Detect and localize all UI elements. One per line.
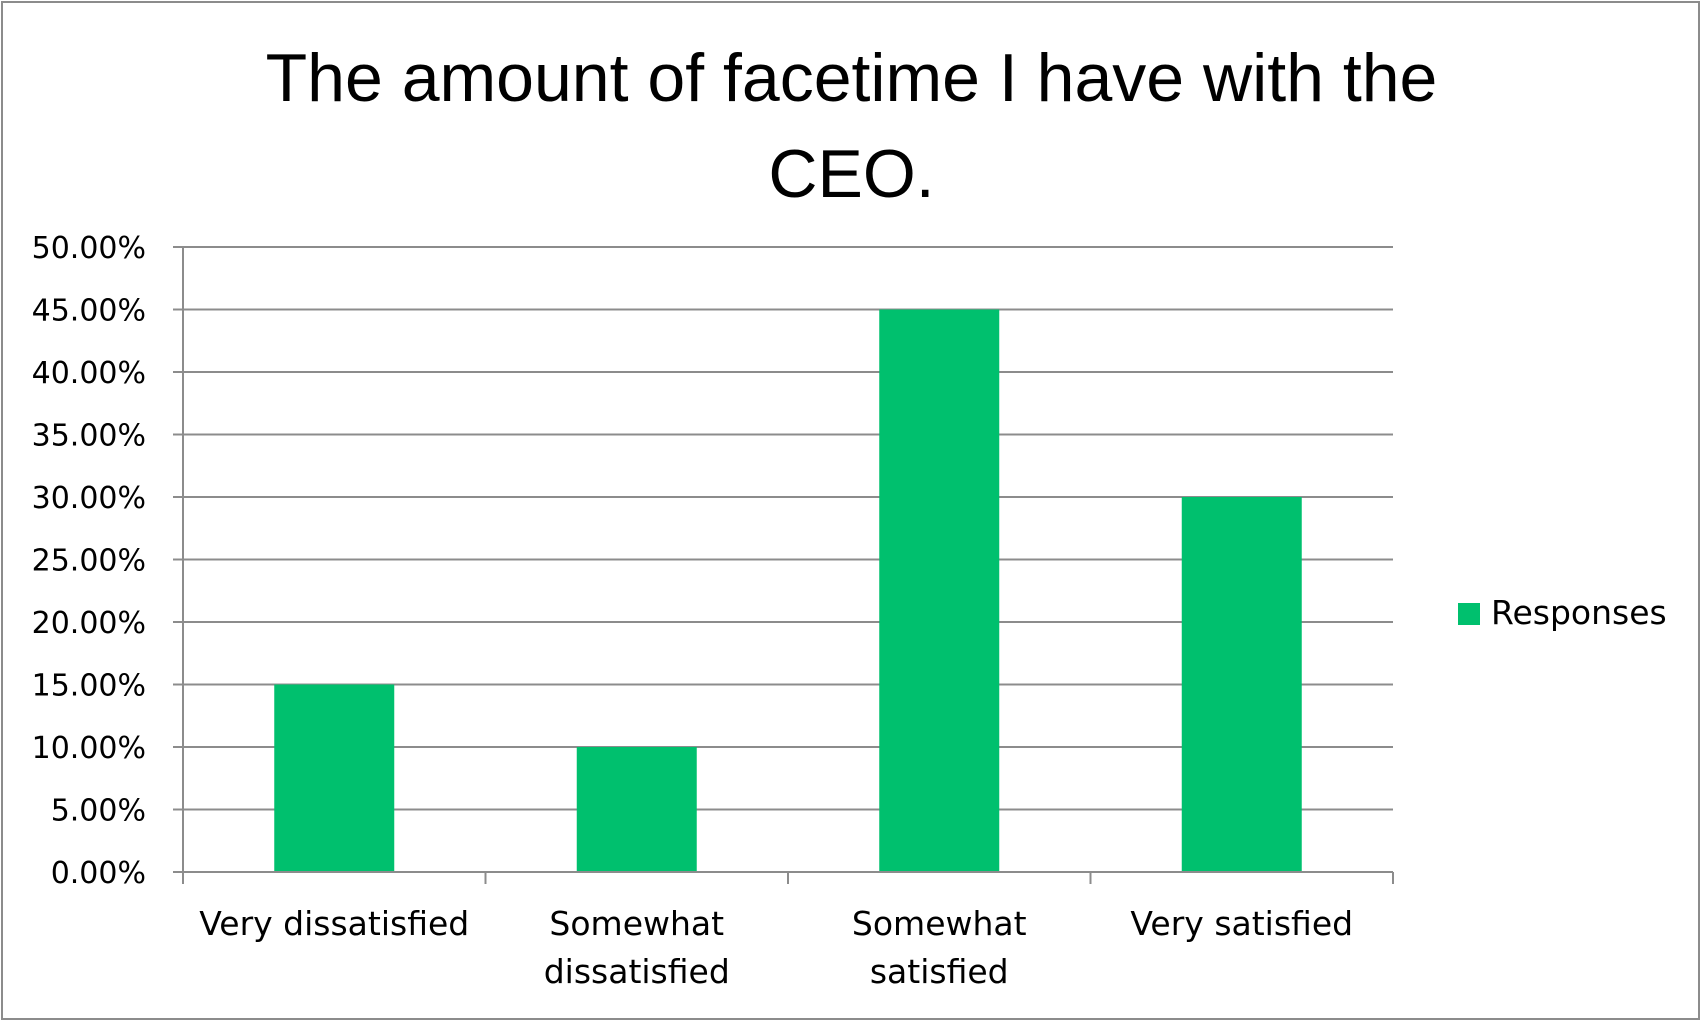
bar (1181, 497, 1302, 872)
bar (879, 309, 1000, 872)
chart-title: The amount of facetime I have with the C… (0, 30, 1703, 222)
x-category-label-line: Very satisfied (1130, 904, 1353, 943)
y-tick-label: 25.00% (32, 544, 146, 579)
bar (274, 684, 395, 872)
y-tick-label: 20.00% (32, 606, 146, 641)
y-tick-label: 30.00% (32, 481, 146, 516)
legend-label: Responses (1491, 593, 1667, 632)
chart-title-line-2: CEO. (768, 136, 935, 212)
x-category-label-line: Very dissatisfied (199, 904, 469, 943)
x-category-label: Somewhat dissatisfied (544, 904, 730, 991)
y-tick-label: 35.00% (32, 419, 146, 454)
bars (274, 309, 1302, 872)
x-category-label-line: Somewhat (549, 904, 724, 943)
x-category-label-line: dissatisfied (544, 952, 730, 991)
y-tick-label: 5.00% (51, 794, 146, 829)
x-category-labels: Very dissatisfied Somewhat dissatisfiedSom… (199, 904, 1353, 991)
x-category-label: Somewhat satisfied (852, 904, 1027, 991)
legend: Responses (1458, 593, 1667, 632)
x-category-label: Very dissatisfied (199, 904, 469, 943)
x-category-label: Very satisfied (1130, 904, 1353, 943)
y-tick-label: 10.00% (32, 731, 146, 766)
axes (173, 246, 1394, 884)
y-tick-label: 40.00% (32, 356, 146, 391)
y-tick-label: 0.00% (51, 856, 146, 891)
y-tick-label: 15.00% (32, 669, 146, 704)
chart-title-line-1: The amount of facetime I have with the (265, 40, 1438, 116)
y-tick-label: 45.00% (32, 294, 146, 329)
x-category-label-line: Somewhat (852, 904, 1027, 943)
legend-swatch (1458, 603, 1480, 625)
y-tick-labels: 0.00% 5.00% 10.00% 15.00% 20.00% 25.00% 30.00%… (32, 231, 146, 891)
bar (576, 747, 697, 872)
x-category-label-line: satisfied (870, 952, 1009, 991)
y-tick-label: 50.00% (32, 231, 146, 266)
